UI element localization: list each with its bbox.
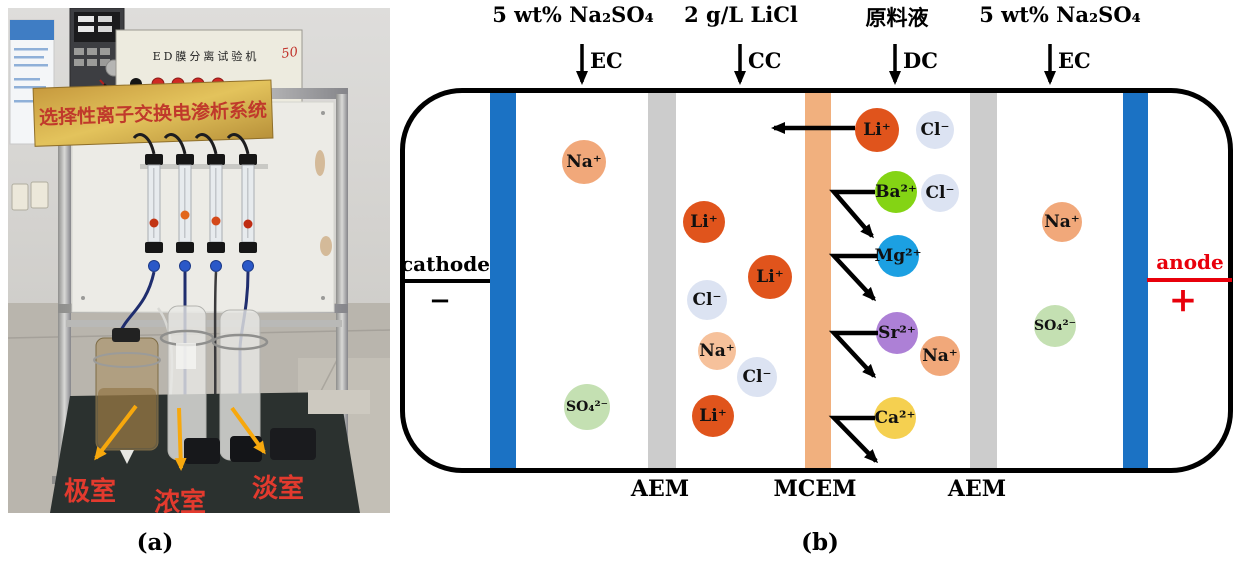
light-switch bbox=[30, 181, 49, 209]
side-block bbox=[308, 390, 370, 414]
rotameter bbox=[226, 133, 257, 272]
ion-na: Na⁺ bbox=[698, 332, 736, 370]
label-electrode-chamber: 极室 bbox=[64, 476, 116, 507]
feed-label-ec-left: 5 wt% Na₂SO₄ bbox=[492, 2, 654, 27]
rotameter-bank bbox=[132, 133, 268, 272]
rotameter bbox=[194, 133, 225, 272]
light-switch bbox=[11, 183, 29, 211]
membrane-label-mcem: MCEM bbox=[773, 476, 857, 502]
ion-li: Li⁺ bbox=[748, 255, 792, 299]
ion-li: Li⁺ bbox=[692, 395, 734, 437]
ion-so: SO₄²⁻ bbox=[1034, 305, 1076, 347]
ion-cl: Cl⁻ bbox=[687, 280, 727, 320]
feed-label-ec-right: 5 wt% Na₂SO₄ bbox=[979, 2, 1141, 27]
ion-cl: Cl⁻ bbox=[916, 111, 954, 149]
label-dilute-chamber: 淡室 bbox=[252, 473, 304, 504]
pump bbox=[270, 428, 316, 460]
membrane-label-aem-left: AEM bbox=[630, 476, 690, 502]
anode-plus-sign: + bbox=[1168, 280, 1198, 320]
ion-na: Na⁺ bbox=[562, 140, 606, 184]
anode-electrode-bar bbox=[1123, 93, 1148, 468]
ion-ba: Ba²⁺ bbox=[875, 171, 917, 213]
membrane-label-aem-right: AEM bbox=[947, 476, 1007, 502]
mcem-membrane bbox=[805, 93, 831, 468]
valve-knob[interactable] bbox=[179, 260, 191, 272]
cathode-minus-sign: − bbox=[429, 286, 451, 316]
anode-lead-line bbox=[1147, 278, 1232, 282]
circuit-label-cc: CC bbox=[748, 48, 782, 73]
aem-membrane-left bbox=[648, 93, 676, 468]
valve-knob[interactable] bbox=[210, 260, 222, 272]
ion-cl: Cl⁻ bbox=[921, 174, 959, 212]
valve-knob[interactable] bbox=[148, 260, 160, 272]
concentrate-column bbox=[159, 305, 215, 461]
ion-ca: Ca²⁺ bbox=[874, 397, 916, 439]
circuit-label-ec-right: EC bbox=[1058, 48, 1091, 73]
device-label: ED膜分离试验机 bbox=[153, 49, 260, 63]
plaque: 选择性离子交换电渗析系统 bbox=[32, 79, 274, 147]
rotameter bbox=[163, 133, 194, 272]
pump bbox=[184, 438, 220, 464]
device-mark: 50 bbox=[280, 45, 298, 62]
valve-knob[interactable] bbox=[242, 260, 254, 272]
electrode-jar bbox=[93, 328, 161, 464]
photo-annotations: 极室 浓室 淡室 bbox=[64, 404, 304, 513]
ion-cl: Cl⁻ bbox=[737, 357, 777, 397]
ion-na: Na⁺ bbox=[920, 336, 960, 376]
aem-membrane-right bbox=[970, 93, 997, 468]
cathode-label: cathode bbox=[401, 252, 490, 276]
caption-b: (b) bbox=[801, 529, 839, 556]
photo-panel: ED膜分离试验机 50 选择 bbox=[8, 8, 390, 513]
ion-na: Na⁺ bbox=[1042, 202, 1082, 242]
rotameter bbox=[132, 133, 163, 272]
ion-so: SO₄²⁻ bbox=[564, 384, 610, 430]
circuit-label-ec-left: EC bbox=[590, 48, 623, 73]
ion-li: Li⁺ bbox=[855, 108, 899, 152]
label-concentrate-chamber: 浓室 bbox=[154, 487, 206, 513]
ion-li: Li⁺ bbox=[683, 201, 725, 243]
ion-mg: Mg²⁺ bbox=[874, 235, 922, 277]
feed-label-dc: 原料液 bbox=[865, 5, 929, 30]
cathode-electrode-bar bbox=[490, 93, 516, 468]
caption-a: (a) bbox=[136, 529, 174, 556]
anode-label: anode bbox=[1156, 250, 1224, 274]
circuit-label-dc: DC bbox=[903, 48, 938, 73]
feed-label-cc: 2 g/L LiCl bbox=[684, 2, 798, 27]
ion-sr: Sr²⁺ bbox=[876, 312, 918, 354]
cathode-lead-line bbox=[401, 279, 490, 283]
